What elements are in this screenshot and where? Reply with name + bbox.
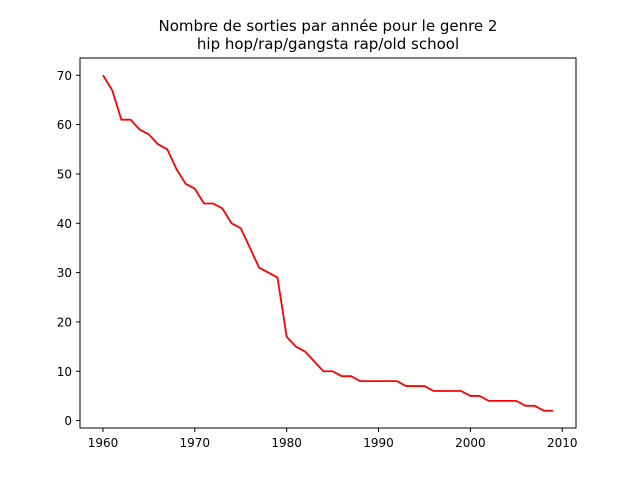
series-line-0: [102, 74, 554, 412]
x-tick-label: 1990: [363, 436, 394, 450]
x-tick-label: 1970: [180, 436, 211, 450]
axes-frame: [79, 57, 577, 429]
x-tick-label: 2010: [547, 436, 578, 450]
x-tick-label: 1960: [88, 436, 119, 450]
plot-area: [102, 74, 554, 412]
y-tick-label: 60: [57, 118, 72, 132]
y-tick-label: 50: [57, 167, 72, 181]
y-tick-label: 0: [64, 414, 72, 428]
x-axis: 1960 1970 1980 1990 2000 2010: [88, 428, 578, 450]
y-tick-label: 70: [57, 69, 72, 83]
chart-title-line-1: Nombre de sorties par année pour le genr…: [159, 17, 498, 35]
y-tick-label: 40: [57, 217, 72, 231]
x-tick-label: 2000: [455, 436, 486, 450]
y-axis: 0 10 20 30 40 50 60 70: [57, 69, 80, 428]
y-tick-label: 10: [57, 365, 72, 379]
y-tick-label: 20: [57, 315, 72, 329]
x-tick-label: 1980: [271, 436, 302, 450]
y-tick-label: 30: [57, 266, 72, 280]
chart-title-line-2: hip hop/rap/gangsta rap/old school: [197, 35, 459, 53]
